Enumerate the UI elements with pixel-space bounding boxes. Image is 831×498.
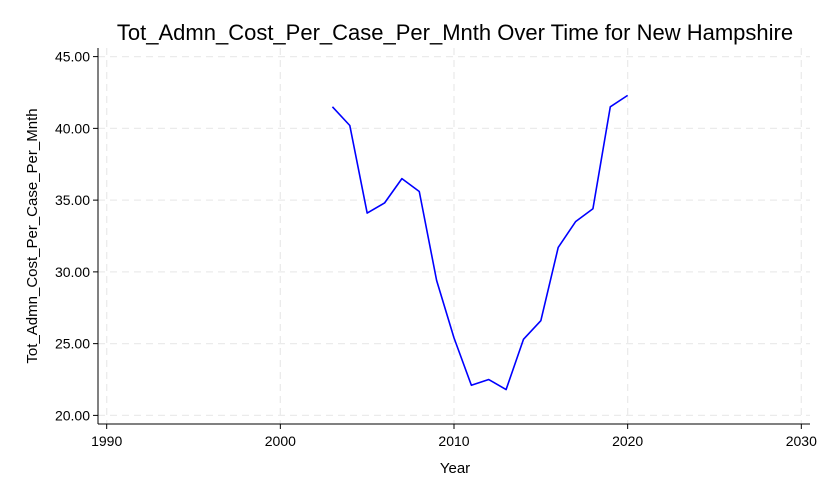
x-tick-label: 1990 xyxy=(91,433,122,449)
x-tick-label: 2010 xyxy=(438,433,469,449)
y-tick-label: 45.00 xyxy=(55,49,90,65)
y-axis-title: Tot_Admn_Cost_Per_Case_Per_Mnth xyxy=(24,108,41,363)
series-layer xyxy=(331,94,629,391)
y-tick-label: 35.00 xyxy=(55,192,90,208)
y-tick-label: 20.00 xyxy=(55,407,90,423)
x-tick-label: 2030 xyxy=(786,433,817,449)
x-tick-label: 2000 xyxy=(265,433,296,449)
y-tick-label: 30.00 xyxy=(55,264,90,280)
tick-labels: 20.00 25.00 30.00 35.00 40.00 45.00 1990 2000 20… xyxy=(55,49,817,449)
y-tick-label: 25.00 xyxy=(55,336,90,352)
series-line xyxy=(331,94,629,391)
x-axis-title: Year xyxy=(440,460,470,477)
y-tick-label: 40.00 xyxy=(55,120,90,136)
chart-title: Tot_Admn_Cost_Per_Case_Per_Mnth Over Tim… xyxy=(117,20,793,45)
grid-lines xyxy=(98,48,810,424)
axes xyxy=(93,48,810,429)
x-tick-label: 2020 xyxy=(612,433,643,449)
